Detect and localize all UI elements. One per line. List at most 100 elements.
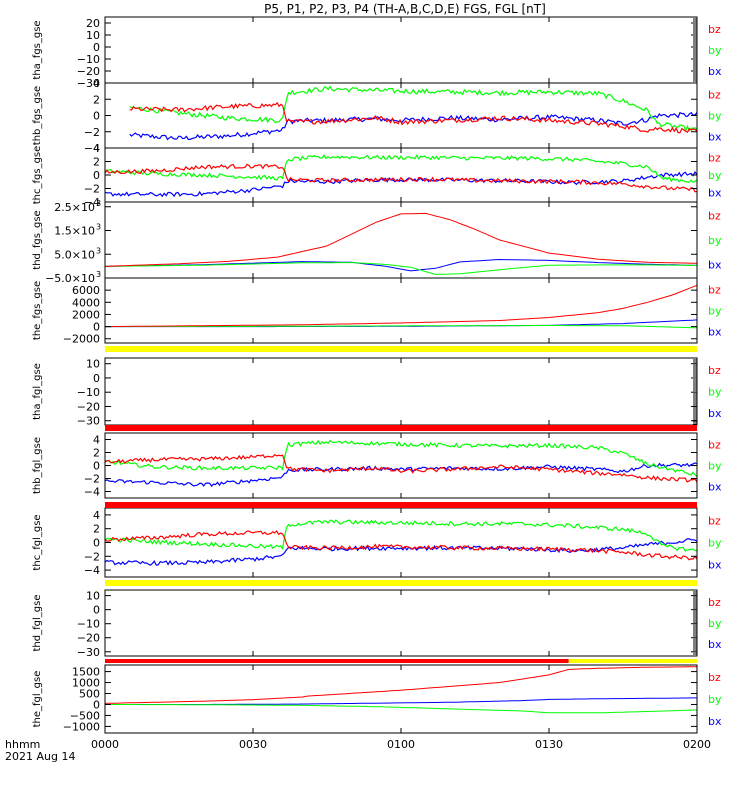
status-bar-segment [105,502,697,508]
y-tick-label: 20 [86,17,100,30]
legend-bx: bx [708,258,722,271]
y-tick-exponent: 3 [96,270,101,279]
legend-bx: bx [708,325,722,338]
x-tick-label: 0130 [535,738,563,751]
series-thc_fgl_gse-bz [105,530,697,561]
status-bar-segment [105,580,697,586]
y-tick-label: 2.5×10 [54,201,95,214]
legend-bx: bx [708,559,722,572]
series-thb_fgs_gse-bx [129,111,697,141]
series-the_fgl_gse-by [105,704,697,714]
time-axis: hhmm 2021 Aug 14 0000 0030 0100 0130 0200 [5,738,711,763]
x-tick-label: 0200 [683,738,711,751]
legend-bx: bx [708,186,722,199]
y-tick-label: 1000 [72,677,100,690]
panel-thd_fgs_gse: −5.0×10 35.0×10 31.5×10 32.5×10 3thd_fgs_gse… [32,199,722,285]
legend-by: by [708,617,722,630]
series-the_fgl_gse-bz [105,666,697,704]
legend-bx: bx [708,715,722,728]
y-tick-label: 0 [93,321,100,334]
x-tick-label: 0000 [91,738,119,751]
panel-frame [104,16,698,84]
series-thc_fgl_gse-by [105,519,697,552]
y-tick-label: −2000 [63,333,100,346]
panel-tha_fgl_gse: 100−10−20 −30 tha_fgl_gse bz by bx [32,357,722,428]
y-tick-label: 4 [93,509,100,522]
y-tick-label: 1.5×10 [54,225,95,238]
y-tick-label: 1500 [72,666,100,679]
series-the_fgs_gse-bz [105,284,697,328]
x-axis-label-hhmm: hhmm [5,738,40,751]
legend-bz: bz [708,284,721,297]
status-bar-segment [105,425,697,431]
y-tick-label: 2000 [72,308,100,321]
plot-title: P5, P1, P2, P3, P4 (TH-A,B,C,D,E) FGS, F… [264,2,546,16]
y-tick-label: 4 [93,434,100,447]
legend-by: by [708,110,722,123]
panel-y-label: thd_fgs_gse [32,210,43,269]
panel-frame [104,432,698,499]
y-tick-label: 0 [93,604,100,617]
panel-y-label: thc_fgl_gse [32,514,43,570]
y-tick-label: −4 [84,486,100,499]
legend-bz: bz [708,23,721,36]
y-tick-label: 10 [86,358,100,371]
y-tick-label: 5.0×10 [54,248,95,261]
y-tick-label: 0 [93,537,100,550]
x-tick-label: 0030 [239,738,267,751]
panel-frame [104,507,698,578]
y-tick-label: −4 [84,142,100,155]
legend-bx: bx [708,638,722,651]
series-thb_fgl_gse-by [105,439,697,478]
y-tick-label: 0 [93,698,100,711]
panel-thb_fgs_gse: 4 2 0 −2 −4 thb_fgs_gse bz by bx [32,77,722,155]
status-bars-group [105,346,697,663]
series-thc_fgs_gse-bz [105,163,697,193]
y-tick-label: −20 [77,65,100,78]
y-tick-label: −30 [77,415,100,428]
legend-by: by [708,460,722,473]
series-thc_fgs_gse-bx [105,170,697,198]
y-tick-label: 4 [93,77,100,90]
panel-y-label: the_fgl_gse [32,671,43,728]
y-tick-label: −2 [84,550,100,563]
y-tick-label: 0 [93,372,100,385]
legend-bx: bx [708,65,722,78]
panel-y-label: the_fgs_gse [32,281,43,340]
series-the_fgs_gse-by [105,325,697,329]
legend-bz: bz [708,364,721,377]
series-thb_fgl_gse-bx [105,462,697,488]
panel-y-label: thc_fgs_gse [32,146,43,205]
y-tick-label: −4 [84,564,100,577]
y-tick-label: −5.0×10 [45,272,95,285]
legend-by: by [708,305,722,318]
status-bar-segment [568,659,697,663]
y-tick-label: −500 [70,709,100,722]
y-tick-label: −2 [84,126,100,139]
legend-by: by [708,537,722,550]
y-tick-label: 0 [93,110,100,123]
legend-by: by [708,169,722,182]
legend-bz: bz [708,439,721,452]
panel-y-label: tha_fgs_gse [32,20,43,79]
legend-bx: bx [708,480,722,493]
y-tick-label: −2 [84,183,100,196]
y-tick-label: −2 [84,473,100,486]
y-tick-label: 4000 [72,296,100,309]
series-thd_fgs_gse-by [105,262,697,275]
y-tick-label: −1000 [63,720,100,733]
y-tick-label: 10 [86,29,100,42]
series-thc_fgs_gse-by [105,154,697,184]
y-tick-label: −30 [77,77,100,90]
series-thb_fgl_gse-bz [105,453,697,483]
legend-bz: bz [708,210,721,223]
y-tick-exponent: 3 [96,246,101,255]
legend-bz: bz [708,89,721,102]
y-tick-label: −30 [77,646,100,659]
panel-y-label: tha_fgl_gse [32,363,43,420]
status-bar-segment [105,659,569,663]
